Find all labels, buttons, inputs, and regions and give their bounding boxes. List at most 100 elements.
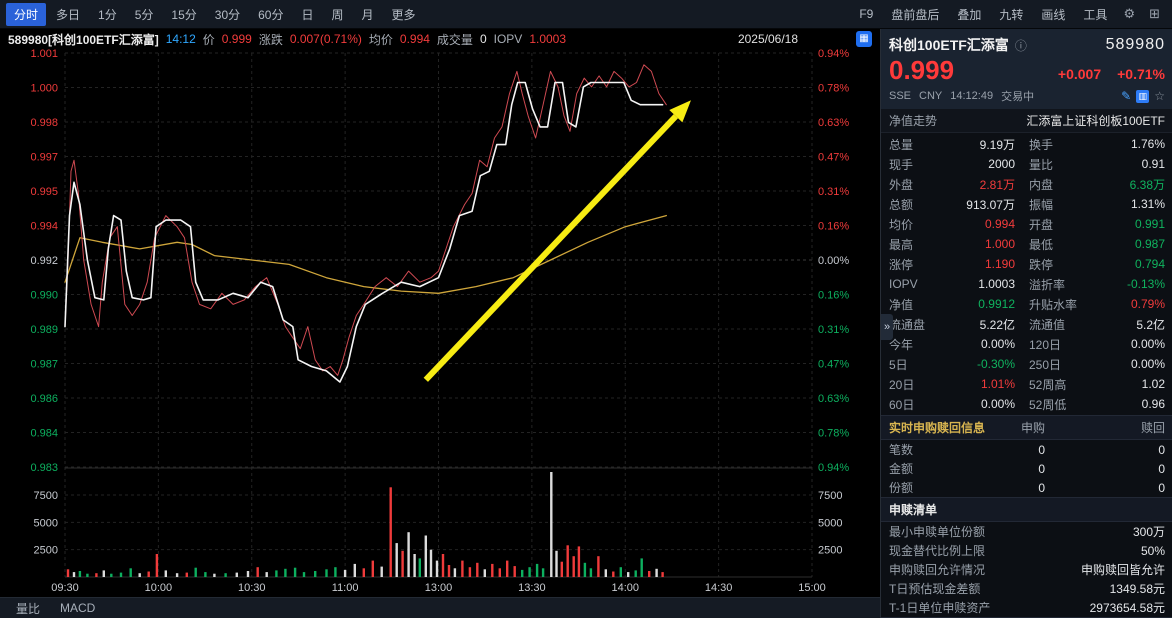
toolbar-item-多日[interactable]: 多日 bbox=[56, 7, 81, 22]
redemption-row: 现金替代比例上限 50% bbox=[881, 541, 1172, 560]
svg-text:1.000: 1.000 bbox=[30, 83, 58, 95]
toolbar-item-画线[interactable]: 画线 bbox=[1041, 7, 1066, 22]
svg-text:13:00: 13:00 bbox=[425, 582, 453, 594]
chart-axis-labels: 1.001 1.000 0.998 0.997 0.995 0.994 0.992 0.990… bbox=[30, 49, 849, 594]
subscribe-value: 0 bbox=[1038, 461, 1045, 476]
stat-value: 1.000 bbox=[984, 237, 1015, 251]
stat-label: 净值 bbox=[889, 297, 914, 312]
toolbar-item-九转[interactable]: 九转 bbox=[999, 7, 1024, 22]
toolbar-item-周[interactable]: 周 bbox=[331, 7, 344, 22]
fund-full-name[interactable]: 汇添富上证科创板100ETF bbox=[1026, 114, 1165, 128]
svg-text:0.31%: 0.31% bbox=[818, 186, 849, 198]
chart-symbol: 589980[科创100ETF汇添富] bbox=[8, 32, 159, 47]
svg-text:0.983: 0.983 bbox=[30, 462, 58, 474]
stat-value: -0.13% bbox=[1126, 277, 1165, 291]
edit-icon[interactable]: ✎ bbox=[1121, 89, 1132, 103]
stat-value: 0.00% bbox=[980, 397, 1015, 411]
chart-icon[interactable]: ▥ bbox=[1136, 89, 1150, 103]
toolbar-item-F9[interactable]: F9 bbox=[859, 7, 874, 21]
iopv-value: 1.0003 bbox=[529, 32, 567, 46]
avg-value: 0.994 bbox=[399, 32, 430, 46]
price-value: 0.999 bbox=[221, 32, 252, 46]
stat-value: 0.9912 bbox=[978, 297, 1015, 311]
stat-row: 5日 -0.30% 250日 0.00% bbox=[889, 354, 1165, 374]
intraday-chart[interactable]: 1.001 1.000 0.998 0.997 0.995 0.994 0.992 0.990… bbox=[0, 49, 880, 597]
redeem-value: 0 bbox=[1158, 461, 1165, 476]
toolbar-item-月[interactable]: 月 bbox=[361, 7, 374, 22]
stat-label: 今年 bbox=[889, 337, 914, 352]
info-icon[interactable]: ⓘ bbox=[1014, 38, 1027, 53]
iopv-label: IOPV bbox=[493, 32, 523, 46]
stat-label: 120日 bbox=[1029, 337, 1062, 352]
toolbar-item-盘前盘后[interactable]: 盘前盘后 bbox=[891, 7, 940, 22]
stat-value: 1.190 bbox=[984, 257, 1015, 271]
currency-label: CNY bbox=[919, 90, 943, 102]
nav-label: 净值走势 bbox=[889, 114, 938, 128]
stock-code: 589980 bbox=[1105, 36, 1165, 53]
svg-text:7500: 7500 bbox=[34, 490, 58, 502]
arrow-annotation[interactable] bbox=[423, 100, 691, 382]
stats-grid: 总量 9.19万 换手 1.76% 现手 2000 量比 0.91 外盘 2.81万 内盘 6.38万… bbox=[881, 133, 1172, 415]
exchange-label: SSE bbox=[889, 90, 912, 102]
workspace-icon[interactable]: ▦ bbox=[856, 31, 872, 47]
indicator-tab-量比[interactable]: 量比 bbox=[16, 601, 41, 616]
svg-text:1.001: 1.001 bbox=[30, 49, 58, 60]
toolbar-item-15分[interactable]: 15分 bbox=[171, 7, 197, 22]
stat-row: 20日 1.01% 52周高 1.02 bbox=[889, 374, 1165, 394]
stat-label: 52周高 bbox=[1029, 377, 1067, 392]
stat-label: 外盘 bbox=[889, 177, 914, 192]
toolbar-item-1分[interactable]: 1分 bbox=[98, 7, 117, 22]
svg-text:0.990: 0.990 bbox=[30, 290, 58, 302]
subscription-row: 金额 0 0 bbox=[881, 459, 1172, 478]
toolbar-item-分时[interactable]: 分时 bbox=[6, 2, 47, 26]
svg-text:0.16%: 0.16% bbox=[818, 221, 849, 233]
stat-value: 1.02 bbox=[1141, 377, 1165, 391]
redemption-row: T日预估现金差额 1349.58元 bbox=[881, 579, 1172, 598]
stat-row: IOPV 1.0003 溢折率 -0.13% bbox=[889, 274, 1165, 294]
change-label: 涨跌 bbox=[258, 32, 283, 47]
stat-row: 最高 1.000 最低 0.987 bbox=[889, 234, 1165, 254]
toolbar-item-60分[interactable]: 60分 bbox=[258, 7, 284, 22]
chart-area: 589980[科创100ETF汇添富] 14:12 价 0.999 涨跌 0.0… bbox=[0, 29, 880, 618]
stat-label: 52周低 bbox=[1029, 397, 1067, 412]
stat-label: 振幅 bbox=[1029, 197, 1054, 212]
redemption-list-rows: 最小申赎单位份额 300万 现金替代比例上限 50% 申购赎回允许情况 申购赎回皆允许 T日… bbox=[881, 522, 1172, 617]
subscription-title: 实时申购赎回信息 bbox=[889, 421, 986, 435]
stat-label: 升贴水率 bbox=[1029, 297, 1078, 312]
favorite-icon[interactable]: ☆ bbox=[1154, 89, 1165, 103]
redeem-column-label: 赎回 bbox=[1140, 421, 1165, 435]
indicator-tabs: 量比 MACD bbox=[0, 597, 880, 618]
svg-text:0.31%: 0.31% bbox=[818, 324, 849, 336]
layout-icon[interactable]: ⊞ bbox=[1149, 6, 1160, 21]
toolbar-item-工具[interactable]: 工具 bbox=[1083, 7, 1108, 22]
svg-text:14:30: 14:30 bbox=[705, 582, 733, 594]
gear-icon[interactable]: ⚙ bbox=[1123, 6, 1136, 21]
svg-text:0.00%: 0.00% bbox=[818, 255, 849, 267]
svg-text:0.16%: 0.16% bbox=[818, 290, 849, 302]
stat-label: 现手 bbox=[889, 157, 914, 172]
stat-label: 20日 bbox=[889, 377, 915, 392]
redemption-row: 最小申赎单位份额 300万 bbox=[881, 522, 1172, 541]
toolbar-item-30分[interactable]: 30分 bbox=[214, 7, 241, 22]
toolbar-item-叠加[interactable]: 叠加 bbox=[957, 7, 982, 22]
trading-status: 交易中 bbox=[1001, 91, 1035, 103]
toolbar-item-日[interactable]: 日 bbox=[301, 7, 314, 22]
toolbar-item-更多[interactable]: 更多 bbox=[391, 7, 416, 22]
stat-value: 2.81万 bbox=[979, 177, 1015, 192]
redemption-value: 1349.58元 bbox=[1109, 582, 1165, 596]
stat-row: 总量 9.19万 换手 1.76% bbox=[889, 134, 1165, 154]
subscribe-value: 0 bbox=[1038, 480, 1045, 495]
redemption-label: T-1日单位申赎资产 bbox=[889, 601, 991, 615]
last-price: 0.999 bbox=[889, 55, 955, 85]
toolbar-item-5分[interactable]: 5分 bbox=[134, 7, 154, 22]
indicator-tab-MACD[interactable]: MACD bbox=[60, 601, 96, 615]
svg-text:0.986: 0.986 bbox=[30, 393, 58, 405]
redemption-row: T-1日单位申赎资产 2973654.58元 bbox=[881, 598, 1172, 617]
stat-value: 5.2亿 bbox=[1136, 317, 1165, 332]
stat-label: 最高 bbox=[889, 237, 914, 252]
stat-label: 流通盘 bbox=[889, 317, 926, 332]
stat-label: 量比 bbox=[1029, 157, 1054, 172]
price-label: 价 bbox=[202, 32, 215, 47]
collapse-panel-handle[interactable]: » bbox=[881, 314, 893, 340]
stat-value: 913.07万 bbox=[966, 197, 1015, 212]
